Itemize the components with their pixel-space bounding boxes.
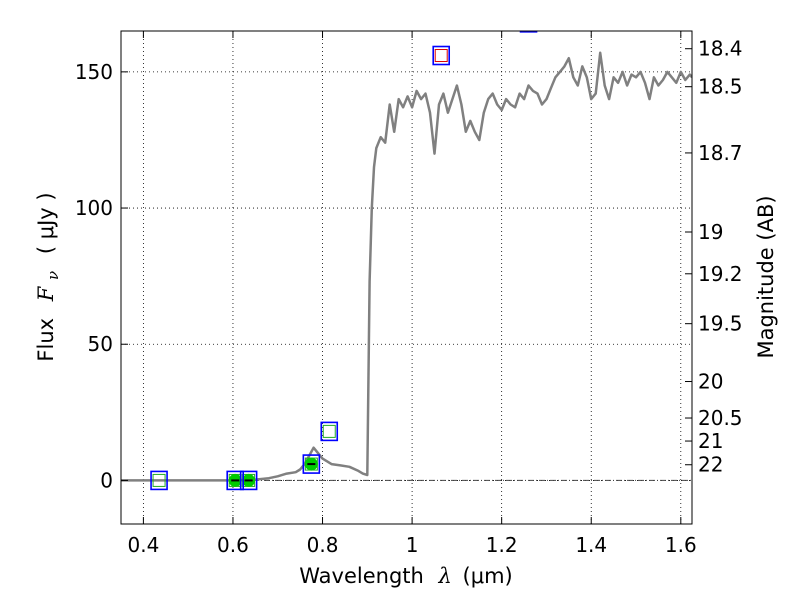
mag-tick-label: 18.5	[698, 75, 743, 99]
x-axis-label-text: Wavelength	[299, 564, 424, 588]
observed-point	[519, 31, 538, 33]
mag-tick-label: 21	[698, 429, 723, 453]
mag-tick-label: 19.2	[698, 262, 743, 286]
y-axis-label-subscript: ν	[44, 271, 62, 280]
observed-point	[239, 470, 258, 491]
y-tick-label: 0	[100, 468, 113, 492]
plot-frame	[120, 30, 693, 525]
mag-tick-label: 22	[698, 453, 723, 477]
model-point	[434, 49, 448, 63]
mag-tick-label: 18.7	[698, 141, 743, 165]
x-axis-label-symbol: λ	[438, 564, 452, 588]
model-point	[523, 17, 535, 29]
x-tick-label: 1.6	[665, 533, 697, 557]
observed-point	[150, 470, 168, 491]
plot-area	[121, 17, 692, 491]
mag-tick-label: 19	[698, 220, 723, 244]
mag-tick-label: 20.5	[698, 406, 743, 430]
y-axis-label: Flux F ν ( μJy )	[34, 192, 63, 361]
x-axis-label: Wavelength λ (μm)	[299, 564, 512, 588]
mag-tick-label: 20	[698, 370, 723, 394]
model-point	[152, 473, 166, 487]
y-tick-label: 150	[75, 60, 113, 84]
grid	[121, 31, 692, 524]
y-tick-label: 50	[88, 332, 113, 356]
x-tick-label: 0.4	[127, 533, 159, 557]
x-tick-label: 1.4	[575, 533, 607, 557]
y-axis-label-symbol: F	[34, 285, 58, 302]
x-tick-label: 1.2	[486, 533, 518, 557]
mag-tick-label: 19.5	[698, 312, 743, 336]
y-axis-label-text: Flux	[34, 318, 58, 362]
observed-point	[320, 421, 339, 442]
y2-axis-label: Magnitude (AB)	[754, 195, 778, 358]
spectrum-line	[121, 51, 692, 482]
ticks	[121, 31, 692, 524]
mag-tick-label: 18.4	[698, 37, 743, 61]
x-tick-label: 0.8	[307, 533, 339, 557]
x-tick-label: 0.6	[217, 533, 249, 557]
tick-labels: 0.4 0.6 0.8 1 1.2 1.4 1.6 0 50 100 150 18.4 18.5 18.7…	[75, 37, 743, 557]
x-tick-label: 1	[406, 533, 419, 557]
x-axis-label-unit: (μm)	[463, 564, 513, 588]
observed-point	[226, 470, 244, 491]
model-point	[322, 424, 336, 438]
y-axis-label-unit: ( μJy )	[34, 192, 58, 254]
observed-point	[302, 454, 321, 474]
observed-point	[432, 45, 451, 66]
y-tick-label: 100	[75, 196, 113, 220]
